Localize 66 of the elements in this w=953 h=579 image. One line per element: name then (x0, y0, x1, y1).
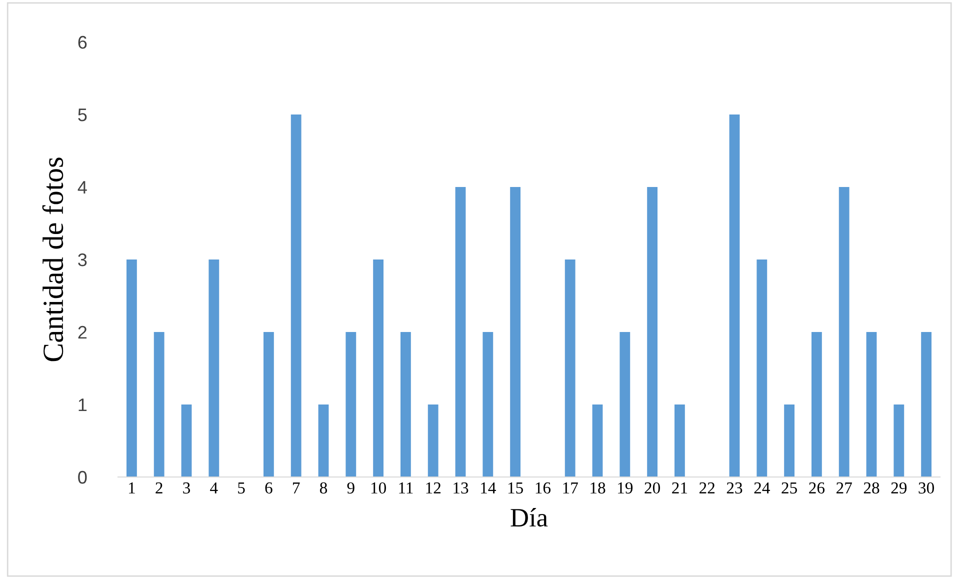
x-tick-label: 25 (782, 482, 797, 494)
x-tick-label: 14 (481, 482, 496, 494)
y-tick-label: 6 (78, 36, 87, 49)
x-tick-label: 7 (293, 482, 300, 494)
x-tick-label: 26 (809, 482, 825, 494)
y-tick-label: 3 (78, 253, 87, 266)
x-tick-label: 21 (672, 482, 688, 494)
bar (866, 332, 877, 477)
x-tick-label: 17 (563, 482, 578, 494)
bar (894, 404, 904, 477)
bar (181, 404, 192, 477)
y-tick-label: 2 (78, 326, 87, 339)
x-tick-label: 18 (590, 482, 606, 494)
x-tick-label: 4 (210, 482, 218, 494)
x-tick-label: 29 (891, 482, 907, 494)
x-tick-label: 20 (644, 482, 660, 494)
bar (263, 332, 274, 477)
bar (455, 187, 466, 477)
x-tick-label: 28 (864, 482, 880, 494)
bar (838, 187, 850, 477)
x-tick-label: 5 (238, 482, 245, 494)
x-tick-label: 23 (726, 482, 742, 494)
bar (592, 404, 603, 477)
bar (482, 332, 494, 477)
bar (729, 114, 740, 477)
bar (811, 332, 822, 477)
x-tick-label: 3 (183, 482, 190, 494)
y-tick-label: 5 (78, 108, 87, 122)
x-tick-label: 8 (320, 482, 328, 494)
x-tick-label: 27 (836, 482, 852, 494)
bar (373, 260, 384, 477)
bar (510, 187, 521, 477)
x-axis-title: Día (510, 508, 548, 527)
x-tick-label: 16 (536, 482, 551, 494)
x-tick-label: 30 (918, 482, 934, 494)
bar (318, 404, 329, 477)
y-tick-label: 1 (78, 398, 87, 412)
bar (756, 260, 768, 477)
x-tick-label: 15 (508, 482, 523, 494)
bar (564, 260, 576, 477)
bar (154, 332, 164, 477)
y-tick-label: 0 (78, 470, 87, 484)
x-tick-label: 19 (618, 482, 633, 494)
bar (400, 332, 411, 477)
bar (428, 404, 438, 477)
x-tick-label: 1 (129, 482, 135, 494)
x-tick-label: 10 (371, 482, 386, 494)
bar (647, 187, 658, 477)
x-tick-label: 9 (347, 482, 354, 494)
x-tick-label: 13 (454, 482, 468, 494)
x-tick-label: 11 (399, 482, 413, 494)
bar (620, 332, 630, 477)
x-tick-label: 24 (754, 482, 770, 494)
x-tick-label: 2 (156, 482, 162, 494)
y-tick-label: 4 (78, 181, 87, 194)
x-tick-label: 22 (700, 482, 715, 494)
bar (674, 404, 685, 477)
bar (346, 332, 356, 477)
bar (126, 260, 137, 477)
bar (290, 114, 302, 477)
y-axis-title: Cantidad de fotos (42, 158, 64, 362)
x-tick-label: 6 (265, 482, 272, 494)
x-tick-label: 12 (426, 482, 441, 494)
bar (784, 404, 795, 477)
bar (921, 332, 932, 477)
bar (208, 260, 220, 477)
